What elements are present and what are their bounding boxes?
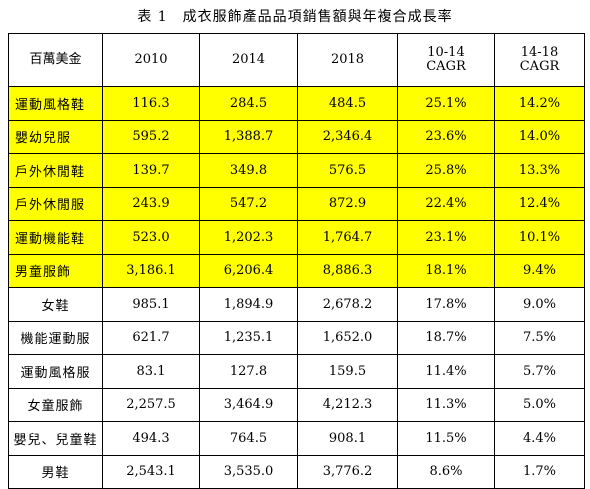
cell-2010: 243.9 — [102, 186, 200, 221]
cell-product-name: 戶外休閒鞋 — [8, 153, 103, 188]
table-row: 男童服飾 3,186.1 6,206.4 8,886.3 18.1% 9.4% — [8, 253, 585, 288]
cell-2014: 1,388.7 — [199, 119, 298, 154]
cell-2014: 284.5 — [199, 86, 298, 121]
cell-cagr-10-14: 25.8% — [397, 153, 495, 188]
cell-2018: 1,652.0 — [297, 320, 398, 355]
cell-2014: 1,202.3 — [199, 220, 298, 255]
header-cagr-10-14-label: CAGR — [426, 59, 466, 74]
cell-product-name: 嬰幼兒服 — [8, 119, 103, 154]
cell-cagr-10-14: 22.4% — [397, 186, 495, 221]
cell-cagr-14-18: 1.7% — [494, 454, 585, 489]
table-row: 男鞋 2,543.1 3,535.0 3,776.2 8.6% 1.7% — [8, 454, 585, 489]
cell-2010: 523.0 — [102, 220, 200, 255]
table-row: 戶外休閒鞋 139.7 349.8 576.5 25.8% 13.3% — [8, 153, 585, 188]
cell-product-name: 嬰兒、兒童鞋 — [8, 421, 103, 456]
cell-cagr-10-14: 25.1% — [397, 86, 495, 121]
cell-2014: 6,206.4 — [199, 253, 298, 288]
cell-cagr-14-18: 7.5% — [494, 320, 585, 355]
cell-2018: 8,886.3 — [297, 253, 398, 288]
cell-cagr-10-14: 8.6% — [397, 454, 495, 489]
table-row: 戶外休閒服 243.9 547.2 872.9 22.4% 12.4% — [8, 186, 585, 221]
cell-2010: 3,186.1 — [102, 253, 200, 288]
table-row: 嬰幼兒服 595.2 1,388.7 2,346.4 23.6% 14.0% — [8, 119, 585, 154]
cell-2014: 547.2 — [199, 186, 298, 221]
header-cagr-10-14-period: 10-14 — [427, 45, 465, 60]
cell-2018: 576.5 — [297, 153, 398, 188]
cell-cagr-10-14: 11.3% — [397, 387, 495, 422]
cell-2014: 764.5 — [199, 421, 298, 456]
table-caption: 表 1 成衣服飾產品品項銷售額與年複合成長率 — [137, 9, 453, 25]
sales-table: 百萬美金 2010 2014 2018 10-14 CAGR 14-18 CAG… — [8, 33, 585, 489]
cell-2018: 2,346.4 — [297, 119, 398, 154]
cell-cagr-10-14: 18.1% — [397, 253, 495, 288]
cell-2010: 985.1 — [102, 287, 200, 322]
cell-2010: 621.7 — [102, 320, 200, 355]
cell-2018: 484.5 — [297, 86, 398, 121]
cell-cagr-10-14: 23.1% — [397, 220, 495, 255]
cell-2018: 872.9 — [297, 186, 398, 221]
cell-cagr-14-18: 12.4% — [494, 186, 585, 221]
cell-2014: 127.8 — [199, 354, 298, 389]
cell-2010: 2,257.5 — [102, 387, 200, 422]
header-2010: 2010 — [102, 33, 200, 87]
header-cagr-14-18-label: CAGR — [519, 59, 560, 74]
cell-2018: 159.5 — [297, 354, 398, 389]
cell-product-name: 戶外休閒服 — [8, 186, 103, 221]
cell-cagr-14-18: 9.0% — [494, 287, 585, 322]
table-header-row: 百萬美金 2010 2014 2018 10-14 CAGR 14-18 CAG… — [8, 33, 585, 87]
cell-2014: 3,535.0 — [199, 454, 298, 489]
cell-2010: 116.3 — [102, 86, 200, 121]
cell-product-name: 男童服飾 — [8, 253, 103, 288]
table-row: 運動機能鞋 523.0 1,202.3 1,764.7 23.1% 10.1% — [8, 220, 585, 255]
cell-product-name: 女鞋 — [8, 287, 103, 322]
header-cagr-14-18: 14-18 CAGR — [494, 33, 585, 87]
cell-cagr-10-14: 23.6% — [397, 119, 495, 154]
cell-cagr-14-18: 4.4% — [494, 421, 585, 456]
cell-cagr-14-18: 5.7% — [494, 354, 585, 389]
cell-2010: 595.2 — [102, 119, 200, 154]
cell-cagr-14-18: 14.0% — [494, 119, 585, 154]
table-row: 女鞋 985.1 1,894.9 2,678.2 17.8% 9.0% — [8, 287, 585, 322]
cell-cagr-14-18: 9.4% — [494, 253, 585, 288]
cell-cagr-10-14: 18.7% — [397, 320, 495, 355]
cell-cagr-14-18: 14.2% — [494, 86, 585, 121]
header-cagr-10-14: 10-14 CAGR — [397, 33, 495, 87]
cell-product-name: 運動機能鞋 — [8, 220, 103, 255]
cell-cagr-14-18: 5.0% — [494, 387, 585, 422]
cell-2018: 908.1 — [297, 421, 398, 456]
cell-product-name: 女童服飾 — [8, 387, 103, 422]
header-cagr-14-18-period: 14-18 — [520, 45, 559, 60]
table-row: 機能運動服 621.7 1,235.1 1,652.0 18.7% 7.5% — [8, 320, 585, 355]
cell-product-name: 運動風格服 — [8, 354, 103, 389]
cell-2018: 3,776.2 — [297, 454, 398, 489]
cell-cagr-10-14: 17.8% — [397, 287, 495, 322]
cell-cagr-14-18: 10.1% — [494, 220, 585, 255]
cell-product-name: 男鞋 — [8, 454, 103, 489]
cell-2018: 1,764.7 — [297, 220, 398, 255]
cell-product-name: 運動風格鞋 — [8, 86, 103, 121]
cell-2010: 494.3 — [102, 421, 200, 456]
cell-2010: 2,543.1 — [102, 454, 200, 489]
cell-2018: 4,212.3 — [297, 387, 398, 422]
cell-2010: 83.1 — [102, 354, 200, 389]
cell-2014: 3,464.9 — [199, 387, 298, 422]
header-2014: 2014 — [199, 33, 298, 87]
cell-cagr-10-14: 11.4% — [397, 354, 495, 389]
table-row: 運動風格服 83.1 127.8 159.5 11.4% 5.7% — [8, 354, 585, 389]
table-row: 運動風格鞋 116.3 284.5 484.5 25.1% 14.2% — [8, 86, 585, 121]
cell-product-name: 機能運動服 — [8, 320, 103, 355]
cell-2014: 1,235.1 — [199, 320, 298, 355]
table-row: 嬰兒、兒童鞋 494.3 764.5 908.1 11.5% 4.4% — [8, 421, 585, 456]
cell-cagr-14-18: 13.3% — [494, 153, 585, 188]
table-body: 運動風格鞋 116.3 284.5 484.5 25.1% 14.2% 嬰幼兒服 595.2 1… — [8, 86, 585, 489]
cell-2018: 2,678.2 — [297, 287, 398, 322]
table-row: 女童服飾 2,257.5 3,464.9 4,212.3 11.3% 5.0% — [8, 387, 585, 422]
cell-2010: 139.7 — [102, 153, 200, 188]
header-2018: 2018 — [297, 33, 398, 87]
cell-2014: 1,894.9 — [199, 287, 298, 322]
header-unit: 百萬美金 — [8, 33, 103, 87]
cell-cagr-10-14: 11.5% — [397, 421, 495, 456]
cell-2014: 349.8 — [199, 153, 298, 188]
